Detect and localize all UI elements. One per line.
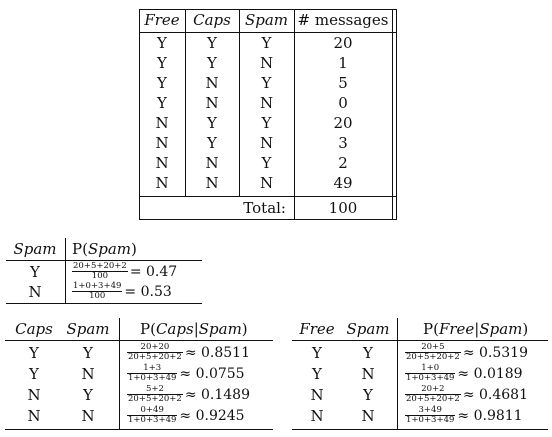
free-bottom-rule: [292, 429, 548, 430]
main-table-right-border-b: [396, 9, 397, 220]
prior-spam-value: Y: [30, 263, 40, 281]
caps-header-rule: [5, 340, 273, 341]
main-cell: N: [155, 174, 169, 192]
caps-spam-value: Y: [83, 386, 93, 404]
caps-value: Y: [29, 344, 39, 362]
caps-value: N: [27, 386, 41, 404]
main-total-label: Total:: [243, 199, 286, 217]
prior-spam-value: N: [28, 283, 42, 301]
main-table-top-rule: [139, 9, 396, 10]
main-cell: Y: [157, 54, 167, 72]
caps-value: Y: [29, 365, 39, 383]
free-formula: 20+5 20+5+20+2 ≈ 0.5319: [405, 342, 528, 362]
main-cell: Y: [261, 74, 272, 92]
free-sep: [397, 318, 398, 430]
main-cell: N: [205, 94, 219, 112]
main-cell: Y: [207, 114, 217, 132]
free-value: N: [310, 407, 324, 425]
main-cell: N: [259, 134, 274, 152]
main-cell: N: [155, 114, 169, 132]
main-header-free: Free: [144, 11, 180, 29]
caps-spam-value: N: [81, 365, 95, 383]
free-value: Y: [312, 344, 322, 362]
caps-formula: 5+2 20+5+20+2 ≈ 0.1489: [127, 384, 250, 404]
main-header-spam: Spam: [244, 11, 289, 29]
main-table-sep-3: [294, 9, 295, 220]
main-cell: Y: [157, 94, 167, 112]
main-table-bottom-rule: [139, 219, 396, 220]
main-cell: 1: [338, 54, 348, 72]
main-cell: Y: [157, 34, 167, 52]
free-value: Y: [312, 365, 322, 383]
main-cell: 20: [333, 34, 353, 52]
caps-header-spam: Spam: [66, 320, 110, 338]
caps-formula: 1+3 1+0+3+49 ≈ 0.0755: [127, 363, 245, 383]
main-table-header-rule: [139, 32, 396, 33]
main-cell: 5: [338, 74, 348, 92]
main-cell: N: [205, 74, 219, 92]
main-cell: 49: [333, 174, 353, 192]
main-cell: N: [259, 94, 274, 112]
caps-header-caps: Caps: [15, 320, 53, 338]
main-table-right-border-a: [392, 9, 393, 220]
free-formula: 3+49 1+0+3+49 ≈ 0.9811: [405, 405, 523, 425]
main-cell: Y: [261, 34, 272, 52]
main-cell: Y: [207, 34, 217, 52]
caps-sep: [119, 318, 120, 430]
caps-spam-value: Y: [83, 344, 93, 362]
main-table-left-border: [139, 9, 140, 220]
prior-bottom-rule: [6, 303, 202, 304]
prior-formula: 1+0+3+49 100 = 0.53: [72, 281, 172, 301]
prior-sep: [65, 238, 66, 304]
free-header-rule: [292, 340, 548, 341]
prior-header-spam: Spam: [13, 240, 57, 258]
free-spam-value: Y: [363, 344, 373, 362]
main-cell: 2: [338, 154, 348, 172]
main-cell: N: [205, 154, 219, 172]
main-cell: Y: [207, 54, 217, 72]
caps-formula: 0+49 1+0+3+49 ≈ 0.9245: [127, 405, 245, 425]
free-spam-value: N: [361, 365, 375, 383]
main-cell: N: [155, 154, 169, 172]
free-header-free: Free: [299, 320, 335, 338]
main-header-messages: # messages: [297, 11, 389, 29]
caps-formula: 20+20 20+5+20+2 ≈ 0.8511: [127, 342, 250, 362]
caps-bottom-rule: [5, 429, 273, 430]
main-cell: N: [259, 174, 274, 192]
prior-formula: 20+5+20+2 100 = 0.47: [72, 261, 178, 281]
main-table-total-rule: [139, 196, 396, 197]
caps-header-prob: P(Caps|Spam): [140, 320, 248, 338]
caps-value: N: [27, 407, 41, 425]
free-spam-value: Y: [363, 386, 373, 404]
prior-header-rule: [6, 260, 202, 261]
free-formula: 20+2 20+5+20+2 ≈ 0.4681: [405, 384, 528, 404]
free-formula: 1+0 1+0+3+49 ≈ 0.0189: [405, 363, 523, 383]
main-table-sep-2: [239, 9, 240, 197]
main-cell: N: [259, 54, 274, 72]
main-header-caps: Caps: [193, 11, 231, 29]
caps-spam-value: N: [81, 407, 95, 425]
main-cell: N: [205, 174, 219, 192]
main-cell: 20: [333, 114, 353, 132]
free-header-spam: Spam: [346, 320, 390, 338]
main-cell: Y: [261, 154, 272, 172]
main-cell: Y: [157, 74, 167, 92]
free-spam-value: N: [361, 407, 375, 425]
main-total-value: 100: [328, 199, 358, 217]
free-value: N: [310, 386, 324, 404]
main-cell: Y: [261, 114, 272, 132]
free-header-prob: P(Free|Spam): [423, 320, 529, 338]
main-table-sep-1: [185, 9, 186, 197]
main-cell: Y: [207, 134, 217, 152]
prior-header-p: P(Spam): [72, 240, 137, 258]
main-cell: 0: [338, 94, 348, 112]
main-cell: N: [155, 134, 169, 152]
main-cell: 3: [338, 134, 348, 152]
